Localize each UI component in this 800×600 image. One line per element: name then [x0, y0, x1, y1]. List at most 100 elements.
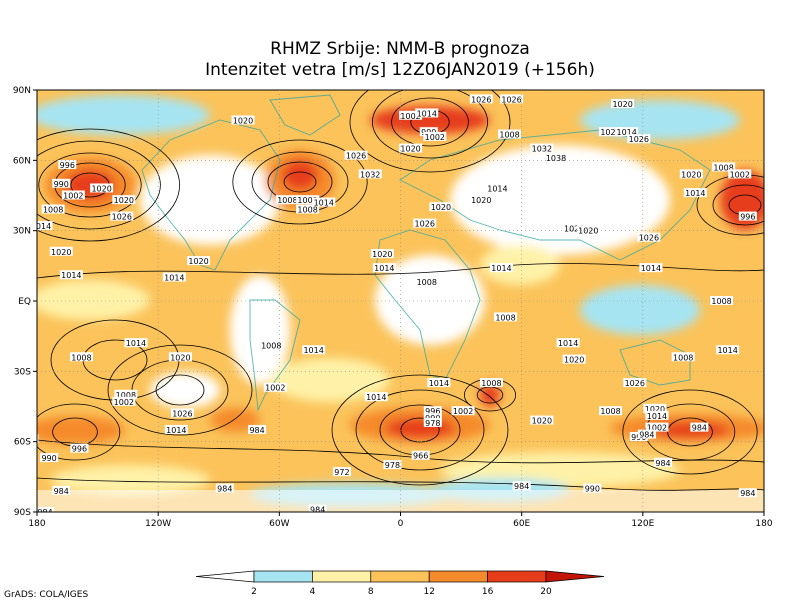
isobar-label-bg: [332, 467, 351, 477]
isobar-label: 1020: [681, 170, 701, 179]
isobar-label-bg: [419, 127, 438, 137]
isobar-label: 1020: [91, 184, 111, 193]
isobar-label-bg: [112, 396, 136, 406]
isobar-label: 1002: [453, 407, 473, 416]
isobar-label-bg: [37, 507, 55, 512]
isobar-label: 972: [334, 468, 349, 477]
isobar-label: 1002: [63, 192, 83, 201]
isobar-label-bg: [627, 134, 651, 144]
isobar-label: 1026: [501, 95, 521, 104]
isobar-label-bg: [358, 169, 382, 179]
isobar-label-bg: [479, 378, 503, 388]
isobar-label: 1002: [114, 398, 134, 407]
isobar-line: [391, 97, 469, 147]
isobar-label-bg: [562, 354, 586, 364]
isobar-label-bg: [231, 115, 255, 125]
isobar-label: 984: [655, 459, 670, 468]
isobar-label: 1008: [481, 379, 501, 388]
isobar-label: 1026: [346, 152, 366, 161]
isobar-label: 1020: [564, 356, 584, 365]
isobar-label-bg: [494, 312, 518, 322]
axis-ticks: 180 120W 60W 0 60E 120E 180 90N 60N 30N EQ 30S 60S 90…: [13, 86, 773, 529]
isobar-label-bg: [114, 389, 138, 399]
isobar-line: [37, 403, 121, 461]
isobar-label-bg: [170, 408, 194, 418]
isobar-label-bg: [302, 345, 326, 355]
isobar-label-bg: [112, 195, 136, 205]
isobar-label: 1008: [43, 206, 63, 215]
isobar-label-bg: [562, 223, 586, 233]
y-tick-label: 60S: [14, 438, 31, 448]
isobar-label-bg: [413, 218, 437, 228]
isobar-labels: 1026102610201020100210149901002100810201…: [37, 94, 757, 512]
isobar-line: [283, 171, 317, 193]
isobar-label: 978: [385, 461, 400, 470]
isobar-label: 966: [413, 452, 428, 461]
isobar-label-bg: [344, 150, 368, 160]
isobar-label: 990: [54, 180, 69, 189]
isobar-label-bg: [49, 246, 73, 256]
isobar-label: 1020: [578, 227, 598, 236]
isobar-label: 1014: [717, 346, 737, 355]
isobar-label-bg: [423, 417, 442, 427]
isobar-label: 996: [740, 213, 755, 222]
isobar-label-bg: [275, 195, 299, 205]
isobar-label-bg: [451, 406, 475, 416]
isobar-label: 1014: [685, 189, 705, 198]
isobar-label-bg: [716, 345, 740, 355]
isobar-label: 1014: [558, 339, 578, 348]
isobar-label: 984: [217, 485, 232, 494]
isobar-label: 1014: [491, 264, 511, 273]
isobar-label: 1014: [314, 199, 334, 208]
isobar-label-bg: [429, 202, 453, 212]
isobar-label: 1014: [366, 393, 386, 402]
isobar-label: 1014: [487, 184, 507, 193]
isobar-label-bg: [544, 152, 568, 162]
isobar-label-bg: [263, 382, 287, 392]
isobar-line: [37, 128, 180, 242]
colorbar-label: 4: [310, 587, 316, 597]
isobar-label: 996: [425, 407, 440, 416]
isobar-label-bg: [248, 424, 267, 434]
isobar-label-bg: [70, 443, 89, 453]
isobar-label: 1020: [51, 248, 71, 257]
isobar-label-bg: [399, 143, 423, 153]
isobar-label-bg: [469, 94, 493, 104]
isobar-label: 978: [425, 419, 440, 428]
isobar-label-bg: [576, 225, 600, 235]
isobar-label: 1026: [629, 135, 649, 144]
isobar-label-bg: [415, 277, 439, 287]
isobar-label-bg: [90, 183, 114, 193]
x-tick-label: 0: [398, 519, 404, 529]
isobar-label: 1020: [114, 196, 134, 205]
isobar-label: 1014: [616, 128, 636, 137]
isobar-label-bg: [372, 263, 396, 273]
isobar-label: 1032: [532, 145, 552, 154]
wind-field: [37, 90, 764, 512]
isobar-label: 1002: [297, 196, 317, 205]
y-tick-label: 60N: [13, 156, 31, 166]
isobar-label-bg: [41, 204, 65, 214]
isobar-label-bg: [411, 450, 430, 460]
isobar-line: [232, 139, 368, 225]
isobar-label: 996: [72, 445, 87, 454]
isobar-label-bg: [498, 129, 522, 139]
isobar-label-bg: [712, 162, 736, 172]
isobar-label-bg: [215, 483, 234, 493]
isobar-label-bg: [643, 403, 667, 413]
isobar-label-bg: [671, 352, 695, 362]
isobar-label: 1020: [471, 196, 491, 205]
colorbar-label: 2: [251, 587, 257, 597]
isobar-label: 1026: [415, 220, 435, 229]
credit-text: GrADS: COLA/IGES: [4, 590, 88, 600]
isobar-line: [622, 389, 758, 475]
isobar-label-bg: [637, 429, 656, 439]
isobar-label-bg: [530, 415, 554, 425]
isobar-label: 990: [41, 454, 56, 463]
isobar-label-bg: [399, 110, 423, 120]
isobar-label: 990: [585, 485, 600, 494]
isobar-label: 996: [60, 161, 75, 170]
isobar-label-bg: [738, 211, 757, 221]
isobar-label: 1020: [600, 128, 620, 137]
